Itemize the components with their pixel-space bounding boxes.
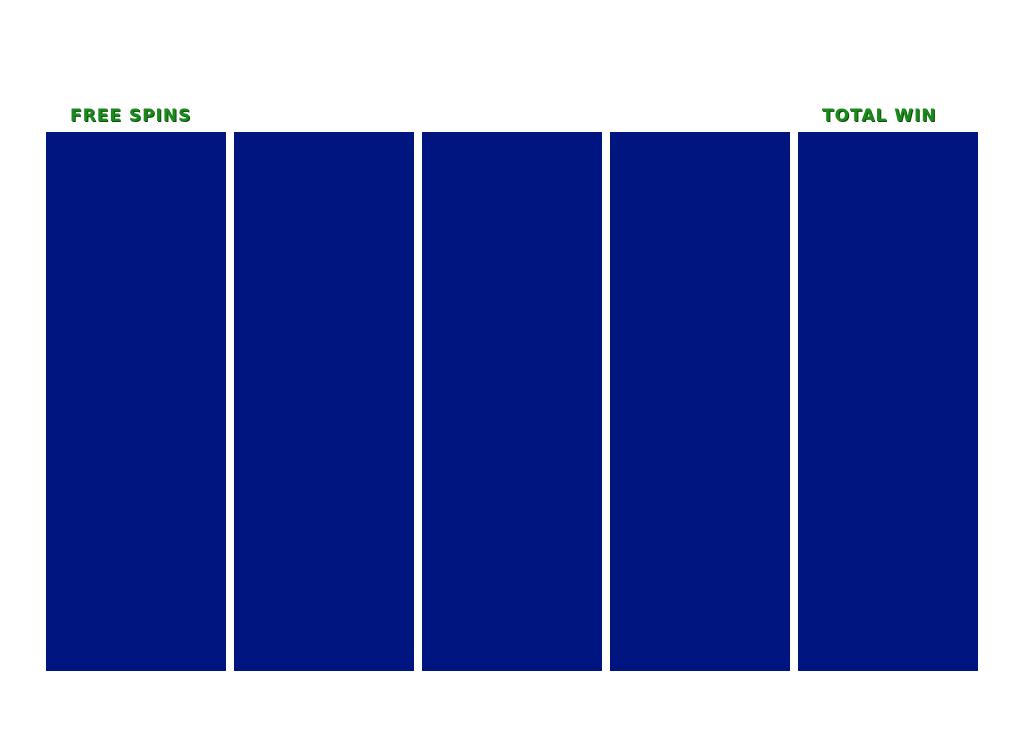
reel <box>610 132 790 671</box>
free-spins-label: FREE SPINS <box>70 106 192 126</box>
reel <box>46 132 226 671</box>
reel <box>422 132 602 671</box>
total-win-label: TOTAL WIN <box>822 106 937 126</box>
reel <box>798 132 978 671</box>
reel <box>234 132 414 671</box>
